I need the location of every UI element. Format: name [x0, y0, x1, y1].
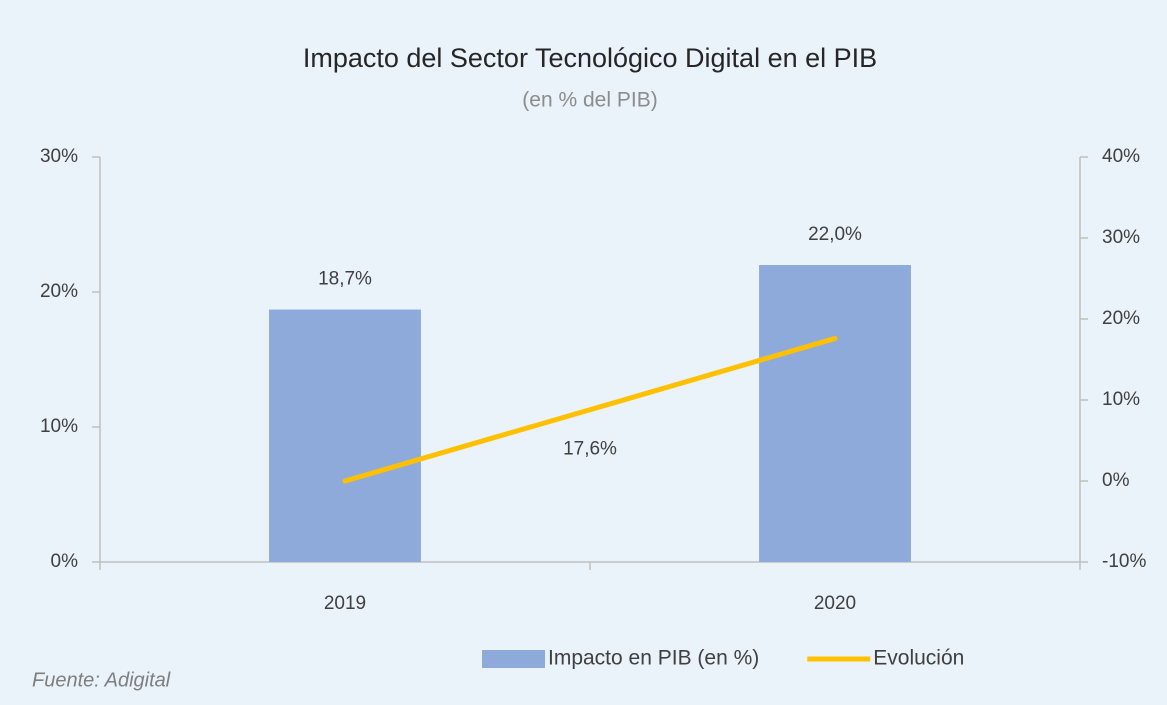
x-tick-label: 2019: [324, 593, 366, 614]
y2-tick-label: 10%: [1102, 389, 1140, 410]
y2-tick-label: 20%: [1102, 308, 1140, 329]
legend-swatch: [482, 650, 545, 668]
line-value-label: 17,6%: [563, 439, 617, 460]
line: [342, 335, 838, 484]
x-tick-label: 2020: [814, 593, 856, 614]
bar: [759, 265, 911, 562]
y2-tick-label: 0%: [1102, 470, 1130, 491]
chart-title: Impacto del Sector Tecnológico Digital e…: [303, 43, 877, 73]
chart-subtitle: (en % del PIB): [522, 89, 657, 112]
y-tick-label: 10%: [40, 416, 78, 437]
legend-label: Evolución: [873, 647, 964, 670]
y-tick-label: 30%: [40, 146, 78, 167]
legend-label: Impacto en PIB (en %): [548, 647, 759, 670]
y2-tick-label: 30%: [1102, 227, 1140, 248]
bar: [269, 309, 421, 562]
y-tick-label: 20%: [40, 281, 78, 302]
y2-tick-label: 40%: [1102, 146, 1140, 167]
y2-tick-label: -10%: [1102, 551, 1146, 572]
bar-value-label: 22,0%: [808, 224, 862, 245]
bar-value-label: 18,7%: [318, 269, 372, 290]
y-tick-label: 0%: [51, 551, 79, 572]
source-note: Fuente: Adigital: [32, 669, 171, 691]
